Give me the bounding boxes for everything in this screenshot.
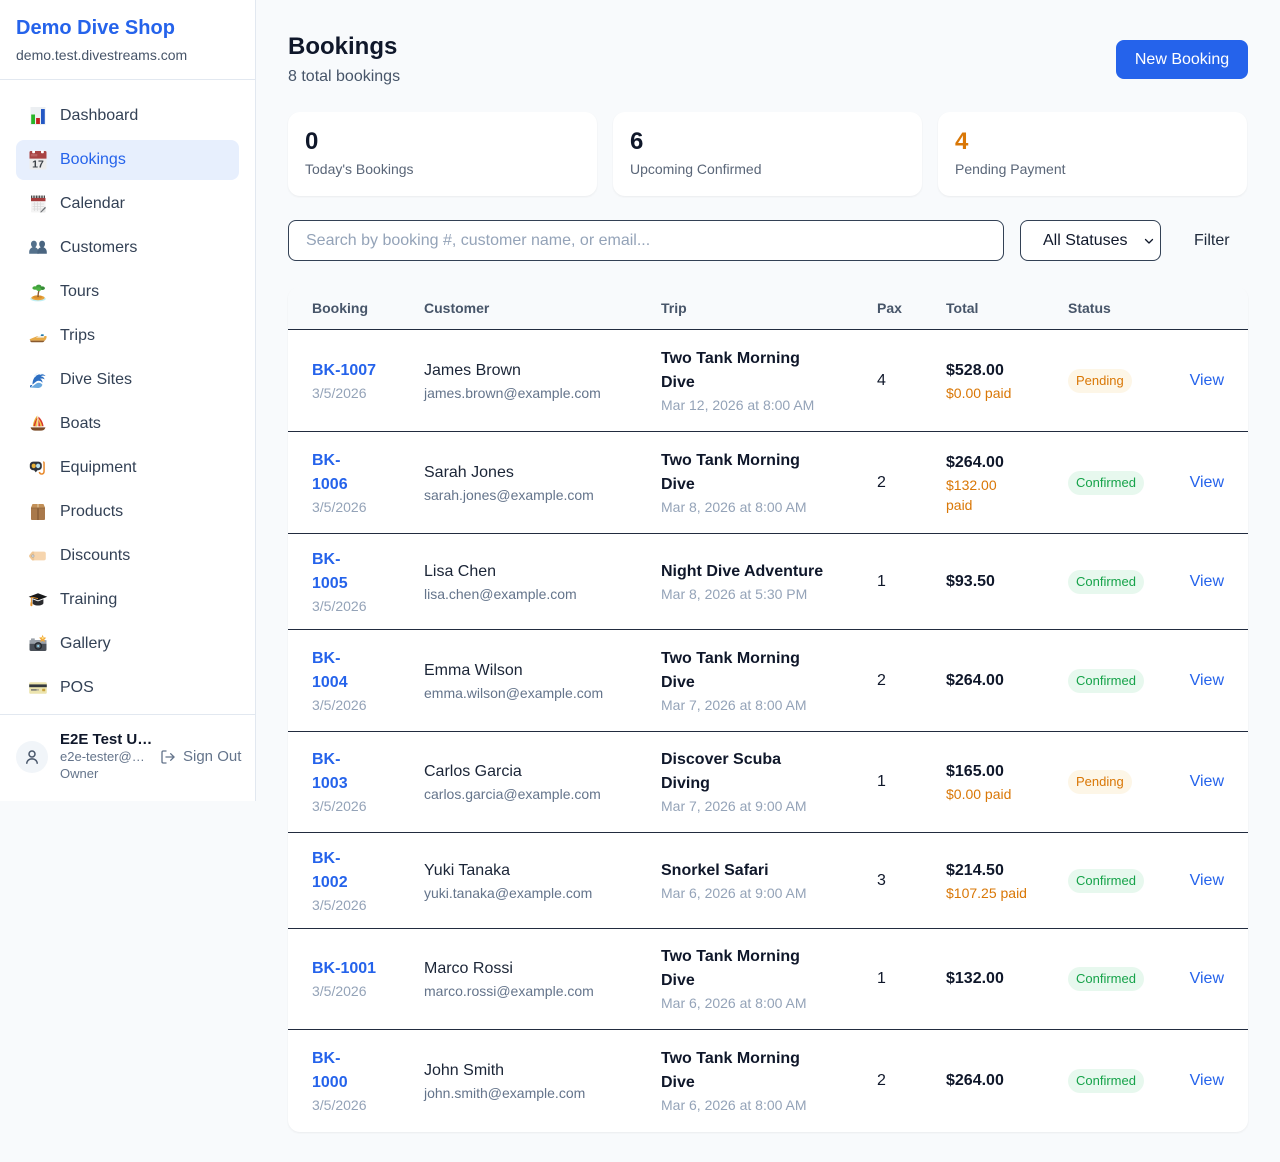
svg-text:17: 17 (32, 158, 44, 170)
